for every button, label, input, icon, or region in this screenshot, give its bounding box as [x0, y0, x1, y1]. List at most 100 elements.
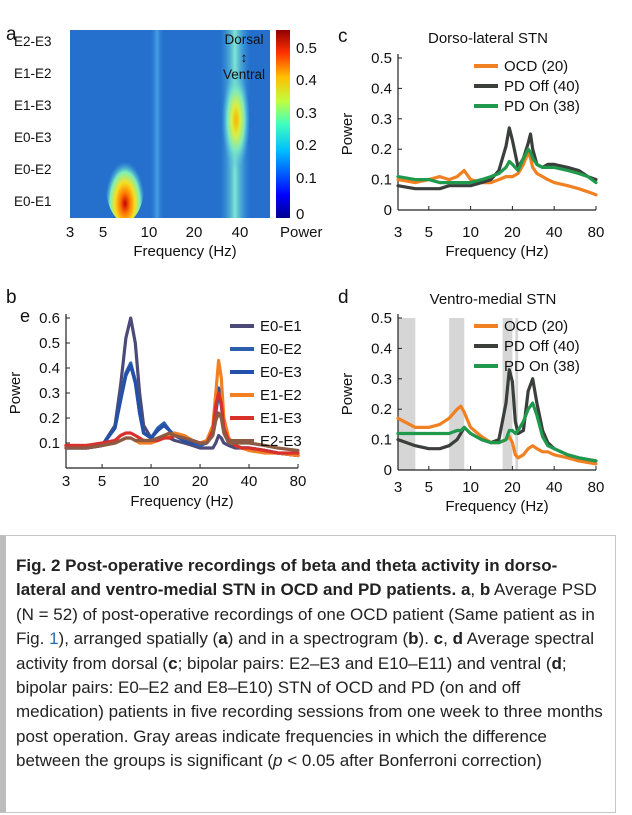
colorbar-tick: 0.3 — [296, 105, 317, 122]
row-label-e0-e3: E0-E3 — [14, 130, 52, 145]
legend-label: PD On (38) — [504, 98, 580, 115]
row-label-e0-e1: E0-E1 — [14, 194, 52, 209]
row-label-e2-e3: E2-E3 — [14, 34, 52, 49]
legend-label: E0-E2 — [260, 341, 302, 358]
x-tick-label: 3 — [394, 224, 402, 241]
x-tick-label: 20 — [192, 473, 209, 490]
panel-d: d Ventro-medial STN 3 5 10 20 40 80 0 0.1 0.2 0.3… — [338, 287, 604, 515]
series-line — [396, 147, 598, 185]
x-tick-label: 10 — [462, 224, 479, 241]
legend-label: E1-E2 — [260, 387, 302, 404]
figure: a E2-E3 E1-E2 E1-E3 E0-E3 E0-E2 E0-E1 3 … — [6, 24, 604, 515]
x-tick-label: 3 — [62, 473, 70, 490]
y-tick-label: 0.3 — [39, 385, 60, 402]
legend-label: OCD (20) — [504, 318, 568, 335]
x-tick: 20 — [186, 224, 203, 241]
colorbar-label: Power — [280, 224, 323, 241]
heatmap-x-ticks: 3 5 10 20 40 — [66, 224, 249, 241]
y-tick-label: 0.4 — [371, 340, 392, 357]
panel-c-title: Dorso-lateral STN — [428, 30, 548, 47]
panel-b-extra-label: e — [20, 306, 30, 326]
legend-label: PD Off (40) — [504, 78, 580, 95]
row-label-e1-e3: E1-E3 — [14, 98, 52, 113]
x-tick-label: 80 — [290, 473, 307, 490]
row-label-e1-e2: E1-E2 — [14, 66, 52, 81]
chart-b: 3 5 10 20 40 80 0.1 0.2 0.3 0.4 0.5 0.6 Frequency (H… — [7, 310, 306, 510]
x-tick-label: 5 — [98, 473, 106, 490]
heatmap-row-labels: E2-E3 E1-E2 E1-E3 E0-E3 E0-E2 E0-E1 — [14, 34, 52, 209]
panel-d-title: Ventro-medial STN — [430, 291, 557, 308]
y-tick-label: 0.1 — [371, 432, 392, 449]
series-line — [396, 150, 598, 197]
y-tick-label: 0.3 — [371, 371, 392, 388]
x-tick-label: 20 — [504, 479, 521, 496]
legend-label: E1-E3 — [260, 410, 302, 427]
colorbar-tick: 0.1 — [296, 170, 317, 187]
dorsal-ventral-arrow-icon: ↕ — [241, 50, 248, 65]
x-axis-label: Frequency (Hz) — [445, 243, 548, 260]
y-axis-label: Power — [339, 113, 356, 156]
heatmap — [70, 30, 270, 218]
y-axis-label: Power — [339, 373, 356, 416]
x-tick-label: 80 — [588, 479, 605, 496]
annotation-ventral: Ventral — [223, 67, 265, 82]
colorbar-tick: 0.4 — [296, 72, 317, 89]
legend-c: OCD (20) PD Off (40) PD On (38) — [474, 58, 580, 115]
x-tick-label: 10 — [462, 479, 479, 496]
dorsal-ventral-annotation: Dorsal ↕ Ventral — [223, 32, 265, 82]
y-tick-label: 0 — [384, 202, 392, 219]
legend-b: E0-E1 E0-E2 E0-E3 E1-E2 E1-E3 E2-E3 — [230, 318, 302, 450]
legend-label: PD Off (40) — [504, 338, 580, 355]
x-tick: 10 — [141, 224, 158, 241]
x-tick-label: 3 — [394, 479, 402, 496]
panel-c-letter: c — [338, 26, 348, 47]
legend-label: E0-E1 — [260, 318, 302, 335]
heatmap-x-label: Frequency (Hz) — [133, 243, 236, 260]
caption-title: Fig. 2 Post-operative recordings of beta… — [16, 556, 558, 600]
colorbar-tick: 0 — [296, 206, 304, 223]
y-tick-label: 0.2 — [371, 141, 392, 158]
legend-label: OCD (20) — [504, 58, 568, 75]
panel-b-letter: b — [6, 287, 17, 308]
heatmap-theta-hotspot — [105, 138, 145, 218]
caption-body: a, b Average PSD (N = 52) of post-operat… — [16, 580, 603, 771]
heatmap-band-low — [150, 30, 164, 218]
y-tick-label: 0.5 — [371, 310, 392, 327]
figure-caption: Fig. 2 Post-operative recordings of beta… — [0, 535, 616, 813]
significance-region — [398, 318, 416, 470]
significance-region — [449, 318, 465, 470]
y-tick-label: 0.5 — [39, 335, 60, 352]
legend-label: PD On (38) — [504, 358, 580, 375]
series-line — [396, 368, 598, 463]
panel-c: c Dorso-lateral STN 3 5 10 20 40 80 0 0.1 0.2 0.3… — [338, 26, 604, 260]
row-label-e0-e2: E0-E2 — [14, 162, 52, 177]
series-line — [396, 404, 598, 466]
y-tick-label: 0.2 — [371, 401, 392, 418]
chart-c: 3 5 10 20 40 80 0 0.1 0.2 0.3 0.4 0.5 Frequency (Hz)… — [339, 50, 604, 260]
y-tick-label: 0.4 — [39, 360, 60, 377]
x-axis-label: Frequency (Hz) — [130, 493, 233, 510]
x-tick: 5 — [99, 224, 107, 241]
x-tick-label: 5 — [425, 479, 433, 496]
panel-d-letter: d — [338, 287, 349, 308]
annotation-dorsal: Dorsal — [224, 32, 263, 47]
colorbar-tick: 0.2 — [296, 137, 317, 154]
y-tick-label: 0.4 — [371, 80, 392, 97]
heatmap-beta-hotspot — [222, 72, 250, 172]
y-tick-label: 0.1 — [39, 435, 60, 452]
x-tick: 3 — [66, 224, 74, 241]
x-tick-label: 40 — [241, 473, 258, 490]
x-tick-label: 80 — [588, 224, 605, 241]
y-tick-label: 0.5 — [371, 50, 392, 67]
legend-label: E0-E3 — [260, 364, 302, 381]
x-tick-label: 20 — [504, 224, 521, 241]
y-tick-label: 0 — [384, 462, 392, 479]
y-tick-label: 0.6 — [39, 310, 60, 327]
panel-a: a E2-E3 E1-E2 E1-E3 E0-E3 E0-E2 E0-E1 3 … — [6, 24, 323, 260]
colorbar — [276, 30, 290, 218]
series-line — [396, 126, 598, 191]
chart-d: 3 5 10 20 40 80 0 0.1 0.2 0.3 0.4 0.5 Frequency (Hz)… — [339, 310, 604, 515]
y-tick-label: 0.2 — [39, 410, 60, 427]
legend-d: OCD (20) PD Off (40) PD On (38) — [474, 318, 580, 375]
x-tick-label: 10 — [143, 473, 160, 490]
